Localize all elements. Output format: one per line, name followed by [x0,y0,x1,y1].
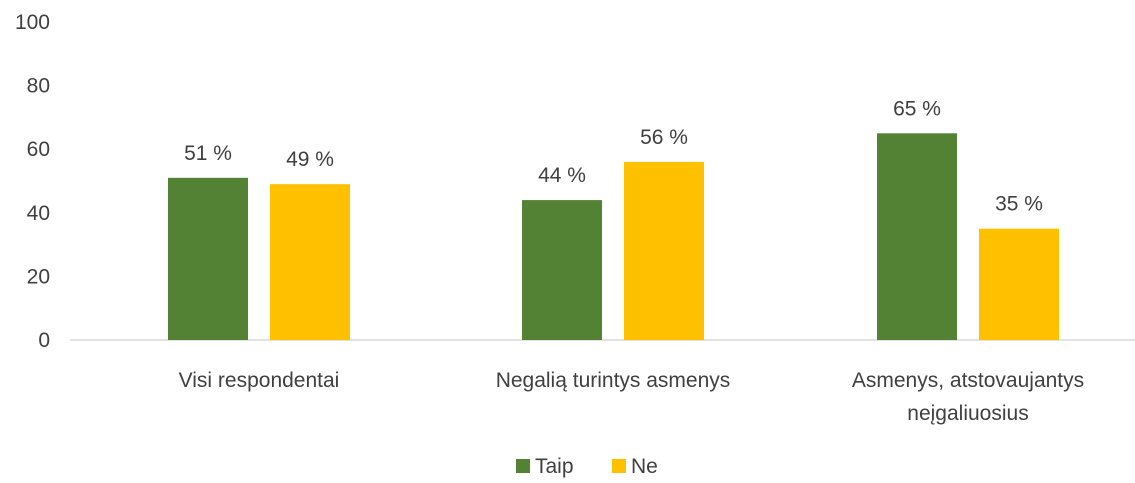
category-labels: Visi respondentai Negalią turintys asmeny… [179,369,1085,425]
y-tick-label: 60 [27,138,50,161]
legend-label-taip: Taip [535,455,574,478]
data-label: 56 % [640,126,688,149]
legend-swatch-ne [612,459,626,473]
y-tick-label: 0 [38,329,50,352]
data-label: 35 % [995,193,1043,216]
category-label: neįgaliuosius [907,402,1028,425]
legend: Taip Ne [516,455,658,478]
bar-taip [168,177,248,340]
category-label: Visi respondentai [179,369,340,392]
y-tick-label: 100 [15,11,50,34]
bar-ne [979,228,1059,340]
data-labels: 51 % 44 % 65 % 49 % 56 % 35 % [184,97,1043,215]
category-label: Asmenys, atstovaujantys [852,369,1084,392]
y-tick-label: 80 [27,75,50,98]
bars [168,133,1059,340]
category-label: Negalią turintys asmenys [496,369,731,392]
y-tick-label: 20 [27,265,50,288]
data-label: 44 % [538,164,586,187]
y-axis-ticks: 0 20 40 60 80 100 [15,11,50,352]
legend-swatch-taip [516,459,530,473]
bar-taip [877,133,957,340]
data-label: 49 % [286,148,334,171]
bar-ne [270,184,350,340]
bar-taip [522,200,602,340]
y-tick-label: 40 [27,202,50,225]
legend-label-ne: Ne [631,455,658,478]
data-label: 51 % [184,142,232,165]
data-label: 65 % [893,97,941,120]
bar-ne [624,161,704,340]
